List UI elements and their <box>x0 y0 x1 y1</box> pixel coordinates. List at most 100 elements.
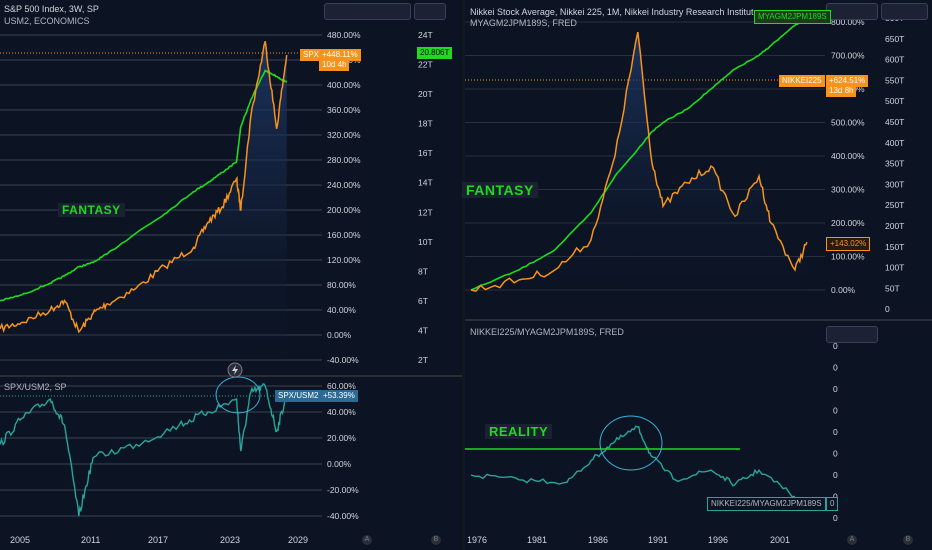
reality-annotation: REALITY <box>485 424 553 439</box>
y-tick-label: 120.00% <box>327 255 361 265</box>
lower-y-tick-label: 0 <box>833 513 838 523</box>
right-x-tick: 2001 <box>770 535 791 545</box>
y2-tick-label: 6T <box>418 296 428 306</box>
left-header-button-2[interactable] <box>414 3 446 20</box>
y2-tick-label: 20T <box>418 89 433 99</box>
y2-tick-label: 50T <box>885 283 900 293</box>
y-tick-label: 280.00% <box>327 155 361 165</box>
nikkei-time-tag: 13d 8h <box>826 85 857 97</box>
lower-y-tick-label: 0.00% <box>327 459 352 469</box>
y-tick-label: 400.00% <box>831 151 865 161</box>
y2-tick-label: 16T <box>418 148 433 158</box>
lower-y-tick-label: 0 <box>833 449 838 459</box>
lower-y-tick-label: 0 <box>833 384 838 394</box>
usm2-line <box>0 69 288 302</box>
left-x-tick: 2005 <box>10 535 31 545</box>
y2-tick-label: 18T <box>418 119 433 129</box>
lower-y-tick-label: 60.00% <box>327 381 356 391</box>
lower-y-tick-label: 0 <box>833 341 838 351</box>
ratio-tag: NIKKEI225/MYAGM2JPM189S <box>707 497 826 511</box>
right-title: Nikkei Stock Average, Nikkei 225, 1M, Ni… <box>470 7 759 17</box>
highlight-ellipse <box>599 415 663 471</box>
y2-tick-label: 500T <box>885 96 904 106</box>
y2-tick-label: 0 <box>885 304 890 314</box>
y-tick-label: 800.00% <box>831 17 865 27</box>
y-tick-label: 80.00% <box>327 280 356 290</box>
lower-y-tick-label: 20.00% <box>327 433 356 443</box>
y2-tick-label: 14T <box>418 178 433 188</box>
right-x-tick: 1981 <box>527 535 548 545</box>
y-tick-label: 240.00% <box>327 180 361 190</box>
usm2-value-tag: 20.806T <box>417 47 453 59</box>
right-a-button[interactable]: A <box>847 535 857 545</box>
y2-tick-label: 650T <box>885 34 904 44</box>
left-a-button[interactable]: A <box>362 535 372 545</box>
spx-line <box>0 41 288 334</box>
lower-y-tick-label: 0 <box>833 406 838 416</box>
nikkei-value-tag: +624.51% <box>826 75 869 87</box>
y2-tick-label: 400T <box>885 138 904 148</box>
y-tick-label: 100.00% <box>831 252 865 262</box>
spx-usm2-value-tag: +53.39% <box>320 390 358 402</box>
y-tick-label: 160.00% <box>327 230 361 240</box>
y2-tick-label: 4T <box>418 325 428 335</box>
y-tick-label: 700.00% <box>831 51 865 61</box>
y-tick-label: -40.00% <box>327 355 359 365</box>
y2-tick-label: 24T <box>418 30 433 40</box>
y2-tick-label: 250T <box>885 200 904 210</box>
m2-tag: MYAGM2JPM189S <box>754 10 831 24</box>
left-chart-svg: 480.00%440.00%400.00%360.00%320.00%280.0… <box>0 30 462 521</box>
spx-usm2-tag: SPX/USM2 <box>275 390 322 402</box>
right-lower-title: NIKKEI225/MYAGM2JPM189S, FRED <box>470 327 624 337</box>
y-tick-label: 400.00% <box>327 80 361 90</box>
y2-tick-label: 100T <box>885 263 904 273</box>
nikkei-m2-ratio-line <box>470 425 796 498</box>
spx-tag: SPX <box>300 49 323 61</box>
right-lower-button[interactable] <box>826 326 878 343</box>
lower-y-tick-label: -40.00% <box>327 511 359 521</box>
right-header-button-1[interactable] <box>826 3 878 20</box>
lower-y-tick-label: 40.00% <box>327 407 356 417</box>
spx-value-tag: +448.11% <box>319 49 361 61</box>
m2-line <box>470 18 808 291</box>
left-fantasy-annotation: FANTASY <box>58 203 125 217</box>
nikkei-tag: NIKKEI225 <box>779 75 825 87</box>
y2-tick-label: 600T <box>885 55 904 65</box>
lower-y-tick-label: 0 <box>833 470 838 480</box>
nikkei-line <box>470 31 808 293</box>
right-fantasy-annotation: FANTASY <box>462 182 538 198</box>
left-title: S&P 500 Index, 3W, SP <box>4 4 99 14</box>
lower-y-tick-label: 0 <box>833 363 838 373</box>
y-tick-label: 360.00% <box>327 105 361 115</box>
lower-y-tick-label: 0 <box>833 427 838 437</box>
y2-tick-label: 22T <box>418 60 433 70</box>
right-b-button[interactable]: B <box>903 535 913 545</box>
y-tick-label: 0.00% <box>327 330 352 340</box>
right-subtitle: MYAGM2JPM189S, FRED <box>470 18 577 28</box>
ratio-value-tag: 0 <box>826 497 839 511</box>
y2-tick-label: 12T <box>418 207 433 217</box>
left-b-button[interactable]: B <box>431 535 441 545</box>
right-header-button-2[interactable] <box>881 3 928 20</box>
left-header-button-1[interactable] <box>324 3 411 20</box>
y-tick-label: 500.00% <box>831 118 865 128</box>
y2-tick-label: 10T <box>418 237 433 247</box>
y2-tick-label: 550T <box>885 75 904 85</box>
y2-tick-label: 200T <box>885 221 904 231</box>
left-lower-title: SPX/USM2, SP <box>4 382 67 392</box>
y-tick-label: 0.00% <box>831 285 856 295</box>
y-tick-label: 300.00% <box>831 185 865 195</box>
y2-tick-label: 450T <box>885 117 904 127</box>
left-x-tick: 2017 <box>148 535 169 545</box>
left-subtitle: USM2, ECONOMICS <box>4 16 90 26</box>
y2-tick-label: 350T <box>885 159 904 169</box>
y2-tick-label: 8T <box>418 266 428 276</box>
right-x-tick: 1991 <box>648 535 669 545</box>
right-x-tick: 1986 <box>588 535 609 545</box>
lower-y-tick-label: -20.00% <box>327 485 359 495</box>
spx-usm2-line <box>0 383 288 517</box>
nikkei-area <box>471 32 807 292</box>
left-x-tick: 2023 <box>220 535 241 545</box>
y2-tick-label: 300T <box>885 179 904 189</box>
y2-tick-label: 2T <box>418 355 428 365</box>
